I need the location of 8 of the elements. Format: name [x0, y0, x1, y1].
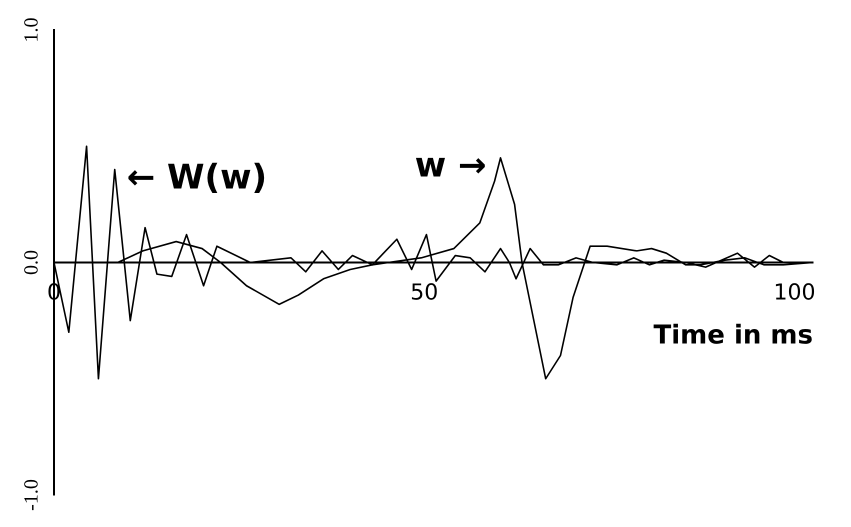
annotation: w → [414, 146, 487, 186]
y-tick-label: -1.0 [20, 479, 42, 511]
annotation: ← W(w) [126, 157, 268, 198]
x-axis-title: Time in ms [654, 320, 813, 350]
y-tick-label: 0.0 [20, 250, 42, 275]
y-tick-label: 1.0 [20, 18, 42, 42]
x-tick-label: 100 [773, 280, 816, 306]
x-tick-label: 50 [410, 280, 438, 306]
